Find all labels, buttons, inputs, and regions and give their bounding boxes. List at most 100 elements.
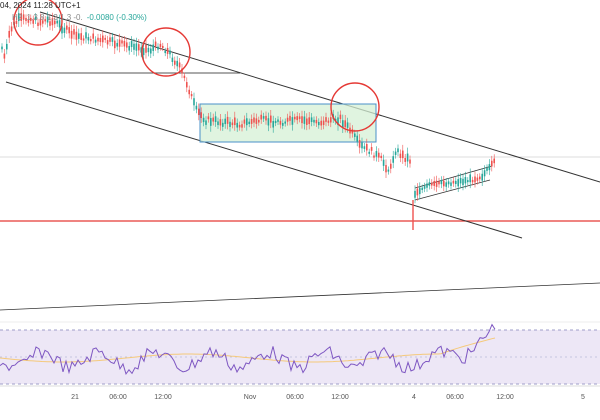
candle-body xyxy=(440,180,443,185)
candle-body xyxy=(308,117,310,125)
time-axis[interactable]: 21 06:00 12:00 Nov 06:00 12:00 4 06:00 1… xyxy=(0,385,600,401)
header-ohlc-text: H2. 1.3 8 1.3 1.3 -0. xyxy=(12,13,83,22)
candle-body xyxy=(118,39,121,47)
rsi-pane[interactable] xyxy=(0,321,600,385)
candle-body xyxy=(82,38,85,41)
candle-body xyxy=(162,45,164,49)
candle-body xyxy=(250,119,253,124)
candle-body xyxy=(37,22,39,27)
candle-body xyxy=(450,182,452,186)
candle-body xyxy=(241,124,243,128)
rising-channel-lower xyxy=(414,179,491,201)
highlight-circle-1[interactable] xyxy=(13,0,63,46)
candle-body xyxy=(214,116,217,123)
candle-body xyxy=(382,159,385,166)
candle-body xyxy=(140,47,142,53)
candle-body xyxy=(51,18,54,26)
candle-body xyxy=(85,32,87,39)
candle-body xyxy=(202,117,205,123)
channel-upper-line[interactable] xyxy=(39,11,600,183)
candle-body xyxy=(248,121,250,125)
x-label-nov: Nov xyxy=(244,394,257,401)
x-label-5: 5 xyxy=(581,394,585,401)
candle-body xyxy=(270,115,272,123)
candle-body xyxy=(409,159,411,164)
candle-body xyxy=(142,48,145,56)
candle-body xyxy=(106,40,109,45)
candle-body xyxy=(130,41,133,48)
candle-body xyxy=(390,163,392,169)
candle-body xyxy=(272,121,274,128)
candle-body xyxy=(174,60,176,65)
candle-body xyxy=(236,122,238,128)
candle-body xyxy=(262,116,265,119)
candle-body xyxy=(205,120,207,125)
x-label-0600-c: 06:00 xyxy=(446,394,464,401)
candle-body xyxy=(8,30,10,38)
candle-body xyxy=(392,156,394,163)
candle-body xyxy=(313,119,315,123)
candle-body xyxy=(286,117,289,122)
rsi-ma-line xyxy=(0,337,496,363)
candle-body xyxy=(471,179,474,183)
candle-body xyxy=(469,174,471,183)
candle-body xyxy=(109,37,111,42)
candle-body xyxy=(325,117,327,122)
candle-body xyxy=(291,117,294,125)
candle-body xyxy=(49,21,51,26)
candle-body xyxy=(481,173,483,181)
candle-body xyxy=(58,20,61,28)
candle-body xyxy=(346,122,349,128)
candle-body xyxy=(166,47,169,54)
candle-body xyxy=(373,155,375,158)
candle-body xyxy=(154,41,157,47)
header-ohlc: H2. 1.3 8 1.3 1.3 -0. -0.0080 (-0.30%) xyxy=(12,13,147,22)
header-datetime-text: 04, 2024 11:28 UTC+1 xyxy=(0,1,81,10)
candle-body xyxy=(306,118,308,125)
candle-body xyxy=(467,180,469,183)
candle-body xyxy=(358,140,361,148)
candle-body xyxy=(135,43,138,51)
candle-body xyxy=(157,46,159,50)
candle-body xyxy=(327,120,330,123)
candle-body xyxy=(414,190,416,198)
candle-body xyxy=(315,119,318,124)
candle-body xyxy=(94,39,97,43)
consolidation-box[interactable] xyxy=(199,103,377,143)
candle-body xyxy=(303,116,306,124)
candle-body xyxy=(27,19,30,23)
candle-body xyxy=(402,150,404,159)
candle-body xyxy=(42,20,44,24)
candle-body xyxy=(78,33,80,39)
candle-body xyxy=(423,186,426,189)
candle-body xyxy=(488,164,491,171)
candle-body xyxy=(282,122,284,126)
candle-body xyxy=(337,117,339,125)
candle-body xyxy=(111,37,114,42)
candle-body xyxy=(356,135,358,142)
candle-body xyxy=(421,187,423,190)
candle-body xyxy=(92,33,94,39)
candle-body xyxy=(159,43,162,48)
candle-body xyxy=(318,121,320,126)
candle-body xyxy=(32,19,34,24)
price-pane[interactable] xyxy=(0,0,600,311)
candle-body xyxy=(354,133,356,137)
candle-body xyxy=(138,44,140,51)
candle-body xyxy=(6,43,8,50)
candle-body xyxy=(452,180,455,184)
candle-body xyxy=(394,151,397,155)
long-trendline[interactable] xyxy=(0,282,600,311)
candle-body xyxy=(385,165,387,173)
candle-body xyxy=(87,37,90,41)
channel-lower-line[interactable] xyxy=(5,81,523,239)
candle-body xyxy=(210,118,212,126)
candle-body xyxy=(267,118,270,126)
highlight-circle-3[interactable] xyxy=(330,82,380,132)
candle-body xyxy=(195,105,198,110)
candle-body xyxy=(181,68,183,74)
candle-body xyxy=(491,160,493,167)
candle-body xyxy=(68,27,70,34)
highlight-circle-2[interactable] xyxy=(141,27,191,77)
